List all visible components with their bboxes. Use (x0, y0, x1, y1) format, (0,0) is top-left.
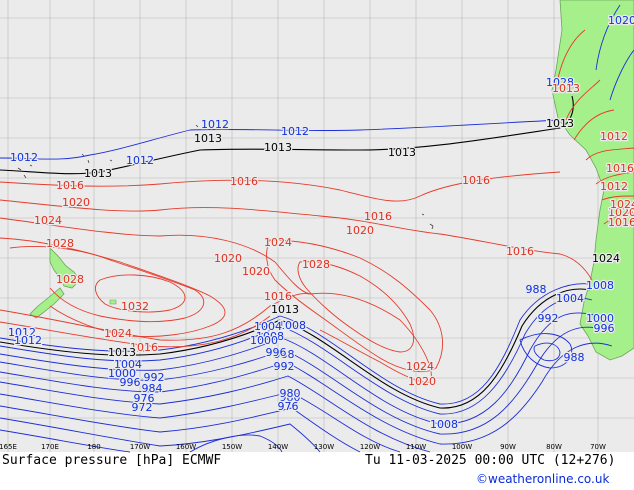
isobar-label: 1008 (430, 418, 458, 431)
isobar-label: 988 (564, 351, 585, 364)
isobar-label: 1024 (610, 198, 634, 211)
isobar-label: 1008 (278, 319, 306, 332)
isobar-label: 1004 (556, 292, 584, 305)
isobar-label: 1004 (114, 358, 142, 371)
new-zealand-north-island (49, 247, 81, 289)
isobar-label: 1013 (84, 167, 112, 180)
isobar-label: 1020 (608, 206, 634, 219)
longitude-label: 180 (87, 443, 100, 451)
longitude-label: 70W (590, 443, 606, 451)
isobars-low (0, 4, 634, 453)
isobar-label: 1024 (406, 360, 434, 373)
isobar-label: 988 (526, 283, 547, 296)
longitude-label: 90W (500, 443, 516, 451)
isobar-label: 1012 (8, 326, 36, 339)
isobar-label: 976 (278, 400, 299, 413)
isobar-label: 1024 (264, 236, 292, 249)
isobar-label: 1016 (230, 175, 258, 188)
isobar-label: 1028 (546, 76, 574, 89)
new-zealand-south-island (29, 287, 65, 319)
isobar-label: 1020 (214, 252, 242, 265)
isobar-label: 972 (132, 401, 153, 414)
isobar-label: 1000 (586, 312, 614, 325)
longitude-label: 170E (41, 443, 59, 451)
isobar-label: 1012 (201, 118, 229, 131)
isobar-label: 1016 (608, 216, 634, 229)
isobar-label: 1016 (264, 290, 292, 303)
isobar-label: 1016 (606, 162, 634, 175)
map-background (0, 0, 634, 452)
isobar-label: 1012 (126, 154, 154, 167)
isobar-label: 1004 (254, 320, 282, 333)
isobar-label: 996 (594, 322, 615, 335)
isobar-label: 1028 (46, 237, 74, 250)
isobar-label: 1020 (608, 14, 634, 27)
isobar-label: 1024 (104, 327, 132, 340)
isobar-label: 1013 (546, 117, 574, 130)
credit-link[interactable]: ©weatheronline.co.uk (476, 472, 610, 486)
isobar-label: 988 (274, 348, 295, 361)
isobar-label: 984 (142, 382, 163, 395)
isobars-standard (0, 95, 591, 409)
isobar-label: 992 (274, 360, 295, 373)
longitude-label: 170W (130, 443, 150, 451)
isobar-label: 1016 (364, 210, 392, 223)
isobar-label: 1032 (121, 300, 149, 313)
isobar-label: 1016 (56, 179, 84, 192)
isobar-label: 996 (266, 346, 287, 359)
longitude-label: 140W (268, 443, 288, 451)
isobar-label: 1028 (56, 273, 84, 286)
valid-time: Tu 11-03-2025 00:00 UTC (12+276) (365, 453, 616, 468)
longitude-label: 80W (546, 443, 562, 451)
isobar-label: 1024 (592, 252, 620, 265)
chatham-islands (109, 299, 117, 305)
longitude-labels: 165E 170E 180 170W 160W 150W 140W 130W 120W 110W 1… (0, 443, 606, 451)
longitude-label: 100W (452, 443, 472, 451)
isobar-label: 976 (134, 392, 155, 405)
isobar-label: 1020 (62, 196, 90, 209)
isobar-label: 1012 (600, 130, 628, 143)
isobar-label: 1012 (600, 180, 628, 193)
isobar-label: 1013 (194, 132, 222, 145)
isobar-label: 1016 (462, 174, 490, 187)
isobar-label: 996 (120, 376, 141, 389)
isobar-label: 980 (280, 387, 301, 400)
isobar-label: 1012 (10, 151, 38, 164)
isobar-label: 1020 (408, 375, 436, 388)
isobar-label: 1008 (256, 330, 284, 343)
parameter-title: Surface pressure [hPa] ECMWF (2, 453, 222, 468)
isobar-label: 1012 (14, 334, 42, 347)
isobar-label: 1016 (506, 245, 534, 258)
isobar-label: 1013 (388, 146, 416, 159)
longitude-label: 110W (406, 443, 426, 451)
isobar-label: 1024 (34, 214, 62, 227)
longitude-label: 130W (314, 443, 334, 451)
isobar-label: 980 (280, 391, 301, 404)
isobar-label: 1020 (346, 224, 374, 237)
isobar-label: 1028 (302, 258, 330, 271)
isobar-labels: 1012101310121012101310131012101310131016… (7, 13, 634, 433)
isobar-label: 1013 (108, 346, 136, 359)
isobar-label: 1008 (586, 279, 614, 292)
isobar-label: 992 (144, 371, 165, 384)
isobar-label: 1000 (108, 367, 136, 380)
isobar-label: 1012 (281, 125, 309, 138)
pacific-islands (17, 124, 434, 230)
isobars-high (0, 29, 634, 383)
longitude-label: 120W (360, 443, 380, 451)
longitude-label: 165E (0, 443, 17, 451)
isobar-label: 1013 (264, 141, 292, 154)
isobar-label: 992 (538, 312, 559, 325)
longitude-label: 160W (176, 443, 196, 451)
isobar-label: 1013 (552, 82, 580, 95)
isobar-label: 1013 (271, 303, 299, 316)
isobar-label: 1016 (130, 341, 158, 354)
isobar-label: 1000 (250, 334, 278, 347)
isobar-label: 1020 (242, 265, 270, 278)
longitude-label: 150W (222, 443, 242, 451)
